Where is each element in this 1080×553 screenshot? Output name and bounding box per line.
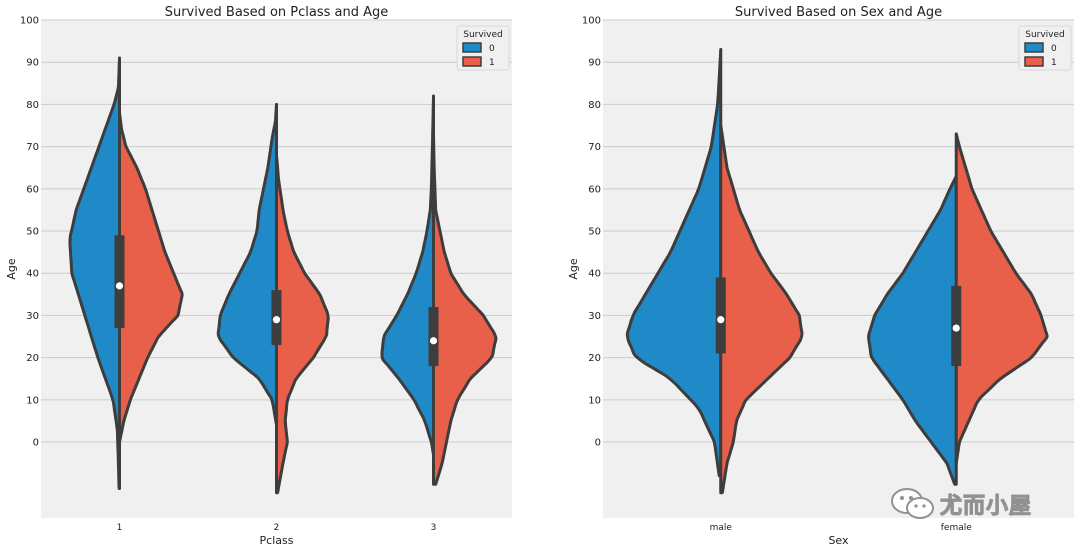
violin-3 bbox=[380, 94, 498, 486]
violin-half-survived-0 bbox=[68, 56, 121, 490]
y-axis-label: Age bbox=[567, 258, 580, 280]
y-tick-label: 0 bbox=[595, 438, 601, 449]
legend-swatch bbox=[462, 42, 482, 53]
legend-label: 1 bbox=[489, 58, 495, 68]
violin-2 bbox=[216, 102, 330, 495]
y-tick-label: 40 bbox=[26, 269, 39, 280]
x-axis-label: Pclass bbox=[260, 534, 294, 547]
y-tick-label: 20 bbox=[26, 353, 39, 364]
y-tick-label: 100 bbox=[582, 16, 601, 27]
legend-label: 0 bbox=[1051, 44, 1057, 54]
legend-title: Survived bbox=[1025, 30, 1065, 40]
legend-label: 0 bbox=[489, 44, 495, 54]
iqr-box bbox=[715, 277, 726, 354]
x-axis-label: Sex bbox=[828, 534, 849, 547]
y-tick-label: 30 bbox=[26, 311, 39, 322]
y-tick-label: 90 bbox=[26, 58, 39, 69]
x-tick-label: 2 bbox=[274, 523, 280, 533]
median-marker bbox=[717, 316, 725, 324]
x-tick-label: female bbox=[941, 523, 972, 533]
legend-swatch bbox=[462, 56, 482, 67]
y-tick-label: 80 bbox=[26, 100, 39, 111]
y-tick-label: 30 bbox=[588, 311, 601, 322]
legend: Survived 0 1 bbox=[456, 25, 510, 71]
violin-half-survived-1 bbox=[118, 111, 184, 444]
violin-1 bbox=[68, 56, 184, 490]
violin-half-survived-1 bbox=[719, 124, 804, 495]
violin-female bbox=[867, 132, 1049, 486]
x-tick-label: 3 bbox=[431, 523, 437, 533]
y-tick-label: 80 bbox=[588, 100, 601, 111]
y-tick-label: 50 bbox=[26, 227, 39, 238]
y-tick-label: 90 bbox=[588, 58, 601, 69]
violin-half-survived-0 bbox=[625, 48, 723, 478]
y-tick-label: 100 bbox=[20, 16, 39, 27]
y-tick-label: 70 bbox=[26, 142, 39, 153]
y-tick-label: 60 bbox=[26, 184, 39, 195]
y-tick-label: 10 bbox=[26, 395, 39, 406]
legend-title: Survived bbox=[463, 30, 503, 40]
y-axis-label: Age bbox=[5, 258, 18, 280]
legend: Survived 0 1 bbox=[1018, 25, 1072, 71]
y-tick-label: 70 bbox=[588, 142, 601, 153]
violin-half-survived-1 bbox=[954, 132, 1049, 465]
violin-half-survived-0 bbox=[867, 174, 958, 486]
legend-swatch bbox=[1024, 42, 1044, 53]
y-tick-label: 10 bbox=[588, 395, 601, 406]
legend-swatch bbox=[1024, 56, 1044, 67]
median-marker bbox=[272, 316, 281, 324]
median-marker bbox=[429, 337, 438, 345]
y-tick-label: 40 bbox=[588, 269, 601, 280]
wechat-icon bbox=[891, 488, 934, 519]
median-marker bbox=[115, 282, 124, 290]
x-tick-label: male bbox=[710, 523, 733, 533]
watermark-text: 尤而小屋 bbox=[939, 494, 1033, 520]
violin-half-survived-1 bbox=[275, 153, 330, 495]
violin-male bbox=[625, 48, 804, 495]
iqr-box bbox=[114, 235, 125, 329]
violin-half-survived-1 bbox=[432, 132, 498, 486]
x-tick-label: 1 bbox=[117, 523, 123, 533]
median-marker bbox=[952, 324, 960, 332]
y-tick-label: 20 bbox=[588, 353, 601, 364]
chart-title: Survived Based on Pclass and Age bbox=[165, 5, 389, 20]
violin-half-survived-0 bbox=[216, 102, 278, 427]
chart-title: Survived Based on Sex and Age bbox=[735, 5, 942, 20]
y-tick-label: 0 bbox=[33, 438, 39, 449]
legend-label: 1 bbox=[1051, 58, 1057, 68]
y-tick-label: 50 bbox=[588, 227, 601, 238]
y-tick-label: 60 bbox=[588, 184, 601, 195]
watermark: 尤而小屋 bbox=[890, 486, 1032, 522]
iqr-box bbox=[428, 306, 439, 367]
